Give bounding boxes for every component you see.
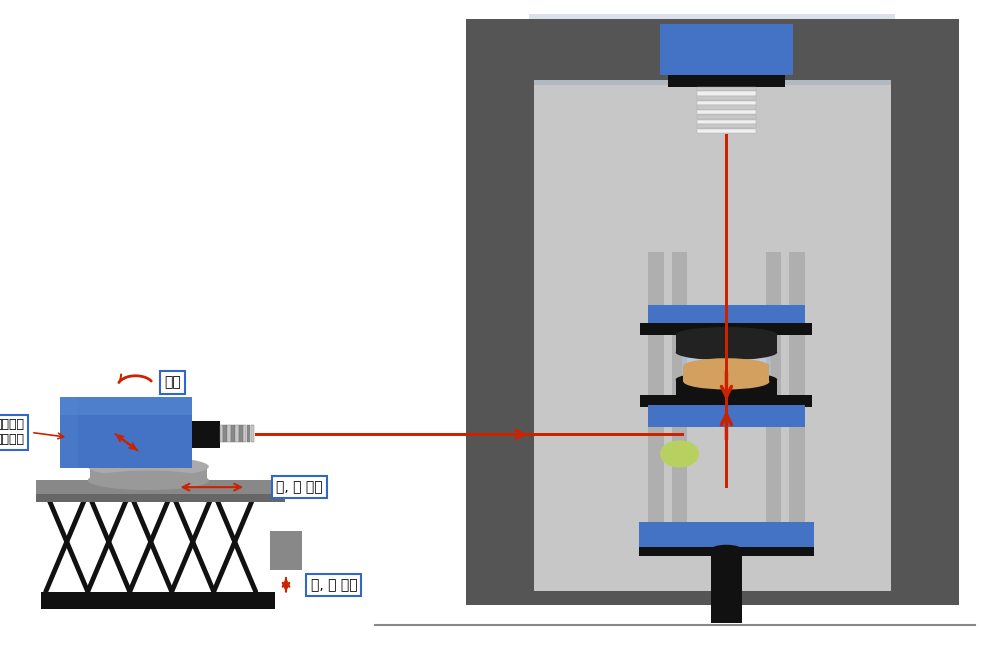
Bar bbox=[235, 424, 239, 442]
Bar bbox=[192, 421, 220, 448]
Ellipse shape bbox=[710, 545, 742, 555]
Ellipse shape bbox=[683, 358, 768, 374]
Text: 상, 하 이동: 상, 하 이동 bbox=[310, 578, 357, 592]
Bar bbox=[243, 424, 247, 442]
Bar bbox=[529, 14, 895, 85]
Bar bbox=[681, 346, 770, 395]
Text: 좌, 우 이동: 좌, 우 이동 bbox=[276, 480, 323, 494]
Bar bbox=[640, 395, 811, 407]
Ellipse shape bbox=[675, 372, 776, 387]
Ellipse shape bbox=[675, 344, 776, 360]
Bar bbox=[36, 480, 284, 494]
Bar bbox=[683, 366, 768, 381]
Bar bbox=[61, 397, 192, 467]
Ellipse shape bbox=[659, 440, 699, 467]
Bar bbox=[648, 305, 804, 327]
Bar bbox=[41, 592, 275, 609]
Bar bbox=[224, 424, 227, 442]
Bar bbox=[638, 522, 813, 549]
Bar bbox=[671, 252, 687, 542]
Bar bbox=[725, 133, 728, 488]
Ellipse shape bbox=[683, 374, 768, 389]
Bar bbox=[697, 115, 755, 119]
Bar bbox=[270, 531, 301, 570]
Ellipse shape bbox=[87, 457, 209, 477]
Bar bbox=[228, 424, 231, 442]
Ellipse shape bbox=[675, 389, 776, 405]
Bar bbox=[697, 96, 755, 100]
Bar bbox=[697, 91, 755, 96]
Bar bbox=[675, 380, 776, 397]
Bar bbox=[61, 397, 192, 415]
Bar bbox=[465, 590, 958, 605]
Bar bbox=[659, 24, 792, 75]
Bar bbox=[667, 75, 784, 87]
Bar bbox=[697, 120, 755, 124]
Bar bbox=[465, 20, 958, 80]
Bar bbox=[250, 424, 254, 442]
Bar bbox=[89, 467, 207, 482]
Bar bbox=[697, 124, 755, 128]
Bar bbox=[640, 323, 811, 335]
Bar bbox=[675, 335, 776, 352]
Text: 대각방향
기울이기: 대각방향 기울이기 bbox=[0, 419, 25, 447]
Bar bbox=[254, 433, 684, 436]
Bar bbox=[534, 80, 890, 590]
Bar bbox=[697, 87, 755, 91]
Bar bbox=[220, 424, 223, 442]
Text: 회전: 회전 bbox=[164, 376, 181, 390]
Bar bbox=[764, 252, 780, 542]
Bar bbox=[239, 424, 243, 442]
Bar bbox=[697, 129, 755, 133]
Bar bbox=[36, 494, 284, 502]
Bar bbox=[638, 547, 813, 557]
Bar bbox=[61, 397, 78, 467]
Ellipse shape bbox=[675, 327, 776, 342]
Bar bbox=[890, 20, 958, 605]
Bar bbox=[247, 424, 250, 442]
Bar bbox=[788, 252, 804, 542]
Bar bbox=[648, 252, 663, 542]
Ellipse shape bbox=[87, 471, 209, 490]
Bar bbox=[648, 405, 804, 426]
Bar bbox=[710, 549, 742, 623]
Bar bbox=[465, 20, 534, 605]
Bar bbox=[697, 101, 755, 105]
Bar bbox=[697, 110, 755, 115]
Bar bbox=[231, 424, 235, 442]
Bar bbox=[697, 105, 755, 109]
